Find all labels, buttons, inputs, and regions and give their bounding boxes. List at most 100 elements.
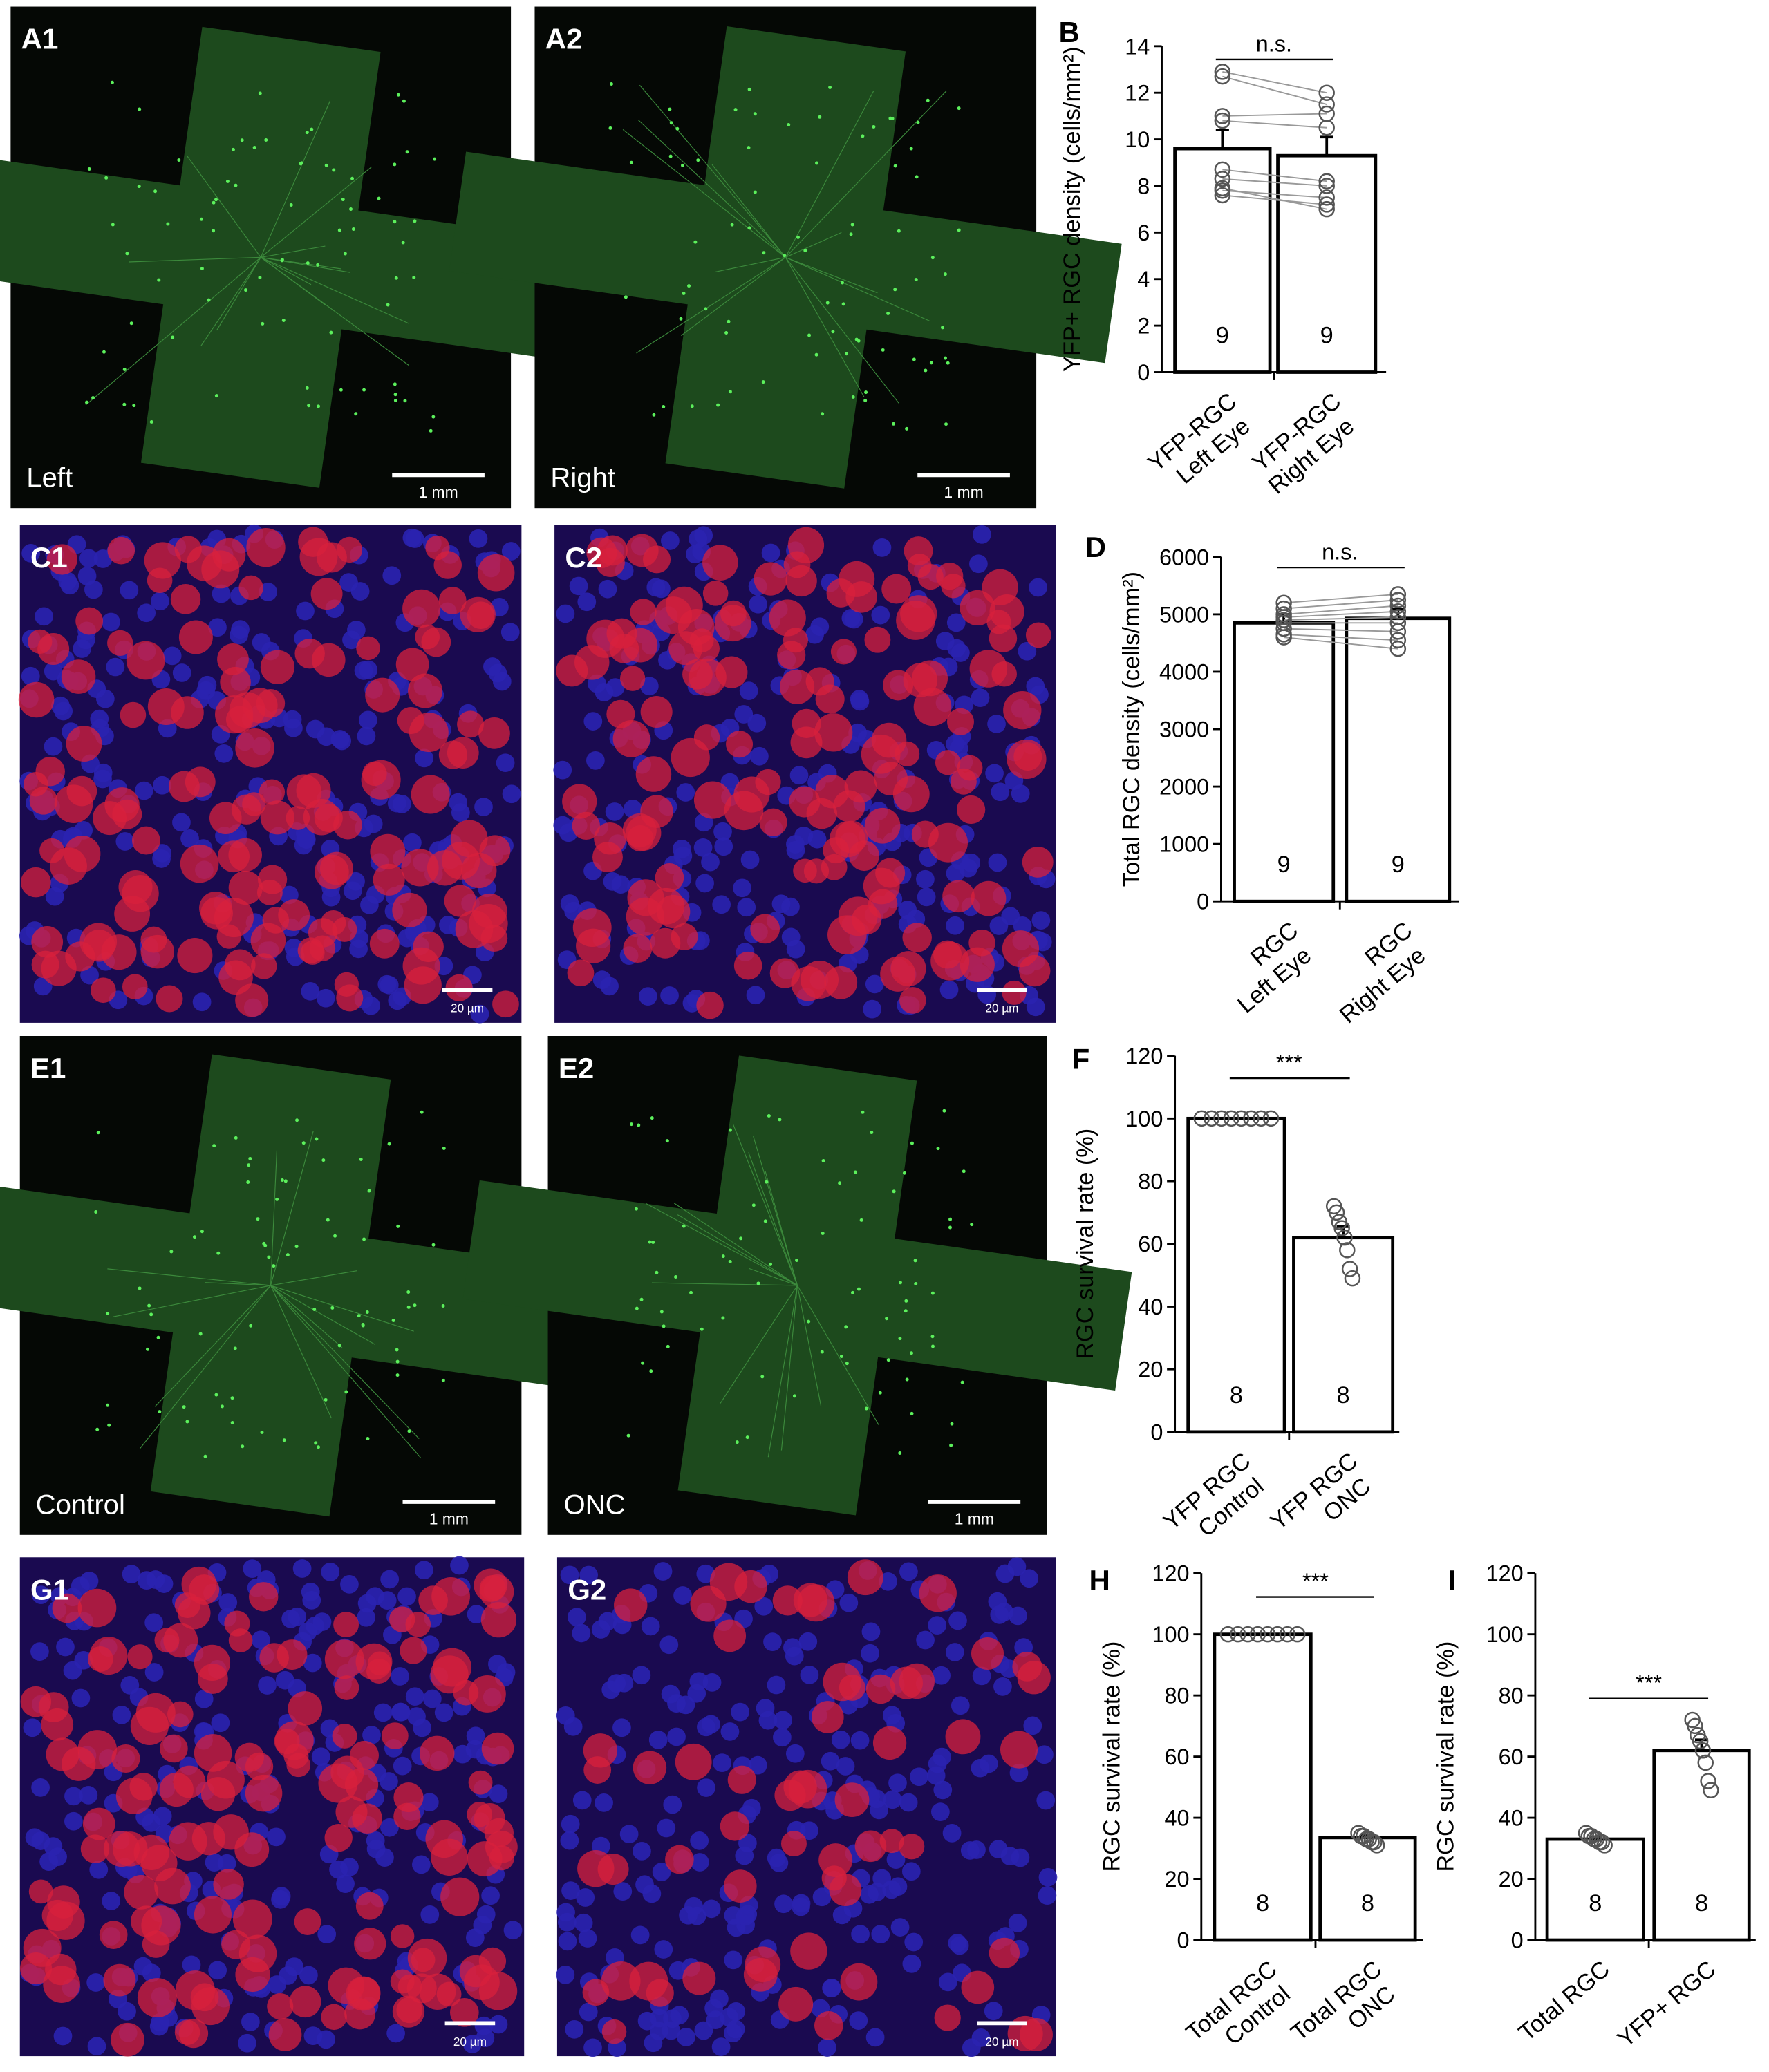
rgc-soma (702, 581, 729, 606)
cell-dot (312, 1308, 317, 1312)
cell-dot (878, 1391, 882, 1395)
rgc-soma (827, 915, 867, 954)
nucleus (926, 1766, 946, 1785)
rgc-soma (181, 1566, 217, 1602)
cell-dot (306, 261, 310, 265)
rgc-soma (780, 669, 815, 704)
nucleus (474, 798, 493, 816)
rgc-soma (601, 1961, 641, 2001)
nucleus (767, 1675, 786, 1695)
nucleus (916, 869, 935, 889)
cell-dot (177, 158, 181, 162)
rgc-soma (289, 1986, 321, 2018)
cell-dot (905, 1377, 909, 1382)
image-panel: A1 Left 1 mm (0, 6, 597, 509)
nucleus (850, 1731, 870, 1750)
nucleus (990, 1605, 1009, 1624)
nucleus (500, 623, 520, 642)
panel-label: E2 (559, 1052, 594, 1084)
rgc-soma (785, 565, 817, 597)
nucleus (742, 1798, 761, 1818)
rgc-soma (294, 1908, 321, 1935)
rgc-soma (863, 867, 900, 905)
rgc-soma (942, 880, 975, 913)
data-point (1692, 1733, 1709, 1750)
axon (646, 1203, 798, 1286)
cell-dot (294, 1245, 299, 1249)
cell-dot (641, 1361, 645, 1365)
nucleus (654, 1940, 673, 1959)
scale-label: 1 mm (418, 483, 458, 501)
nucleus (971, 2028, 991, 2047)
cell-dot (122, 402, 127, 406)
cell-dot (930, 256, 935, 260)
rgc-soma (790, 1932, 827, 1970)
rgc-soma (174, 2019, 200, 2045)
cell-dot (401, 241, 405, 245)
nucleus (888, 1773, 907, 1793)
cell-dot (820, 1350, 824, 1354)
nucleus (243, 1559, 262, 1578)
nucleus (102, 612, 120, 632)
nucleus (933, 1747, 951, 1767)
rgc-soma (235, 983, 269, 1017)
cell-dot (637, 1123, 641, 1127)
nucleus (971, 1758, 990, 1778)
rgc-soma (769, 599, 806, 637)
cell-dot (841, 281, 844, 285)
data-point (1279, 1626, 1296, 1643)
cell-dot (272, 1264, 276, 1268)
nucleus (619, 1825, 639, 1844)
cell-dot (898, 1451, 902, 1455)
nucleus (144, 1613, 164, 1632)
cell-dot (825, 301, 830, 305)
rgc-soma (945, 1719, 981, 1755)
rgc-soma (156, 985, 183, 1013)
cell-dot (665, 1139, 669, 1143)
y-tick-label: 20 (1499, 1867, 1524, 1892)
cell-dot (244, 288, 247, 292)
nucleus (663, 2009, 682, 2028)
nucleus (694, 526, 713, 545)
rgc-soma (830, 639, 857, 665)
rgc-soma (232, 1899, 272, 1939)
axon (785, 257, 899, 404)
axon (651, 1282, 798, 1286)
panel-label: A1 (21, 23, 59, 55)
nucleus (713, 822, 732, 841)
cell-dot (815, 161, 818, 165)
nucleus (890, 1918, 910, 1937)
rgc-soma (400, 1637, 427, 1664)
rgc-soma (190, 1983, 219, 2012)
rgc-soma (320, 910, 346, 936)
data-point (1336, 1229, 1353, 1246)
axon (270, 1150, 278, 1285)
cell-dot (870, 1131, 874, 1135)
cell-dot (138, 1286, 142, 1290)
nucleus (362, 1726, 381, 1744)
nucleus (393, 794, 411, 813)
nucleus (598, 579, 617, 599)
cell-dot (886, 311, 890, 315)
scale-label: 20 µm (453, 2035, 487, 2049)
nucleus (45, 887, 64, 906)
rgc-soma (899, 1834, 925, 1860)
significance-label: *** (1276, 1051, 1302, 1075)
nucleus (405, 1687, 424, 1706)
cell-dot (122, 368, 127, 371)
axon (216, 257, 261, 331)
rgc-soma (640, 795, 673, 828)
rgc-soma (178, 620, 213, 654)
nucleus (679, 1905, 698, 1925)
cell-dot (158, 1410, 162, 1414)
cell-dot (431, 1243, 436, 1247)
rgc-soma (772, 1585, 803, 1616)
nucleus (503, 1921, 523, 1940)
nucleus (659, 1635, 679, 1655)
cell-dot (230, 1396, 234, 1400)
cell-dot (912, 357, 916, 361)
cell-dot (234, 183, 238, 187)
nucleus (739, 681, 758, 700)
nucleus (769, 1854, 789, 1872)
rgc-soma (902, 923, 932, 952)
